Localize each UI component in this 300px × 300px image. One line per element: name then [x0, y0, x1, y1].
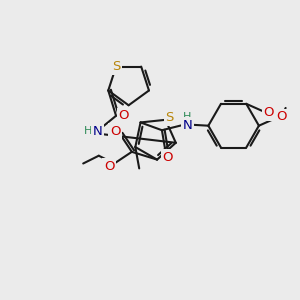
Text: O: O — [104, 160, 115, 173]
Text: O: O — [110, 125, 121, 138]
Text: O: O — [163, 151, 173, 164]
Text: O: O — [263, 106, 274, 119]
Text: H: H — [183, 112, 191, 122]
Text: N: N — [93, 125, 102, 138]
Text: H: H — [84, 126, 92, 136]
Text: O: O — [276, 110, 286, 123]
Text: S: S — [112, 60, 120, 73]
Text: O: O — [118, 109, 129, 122]
Text: N: N — [182, 119, 192, 132]
Text: S: S — [165, 111, 174, 124]
